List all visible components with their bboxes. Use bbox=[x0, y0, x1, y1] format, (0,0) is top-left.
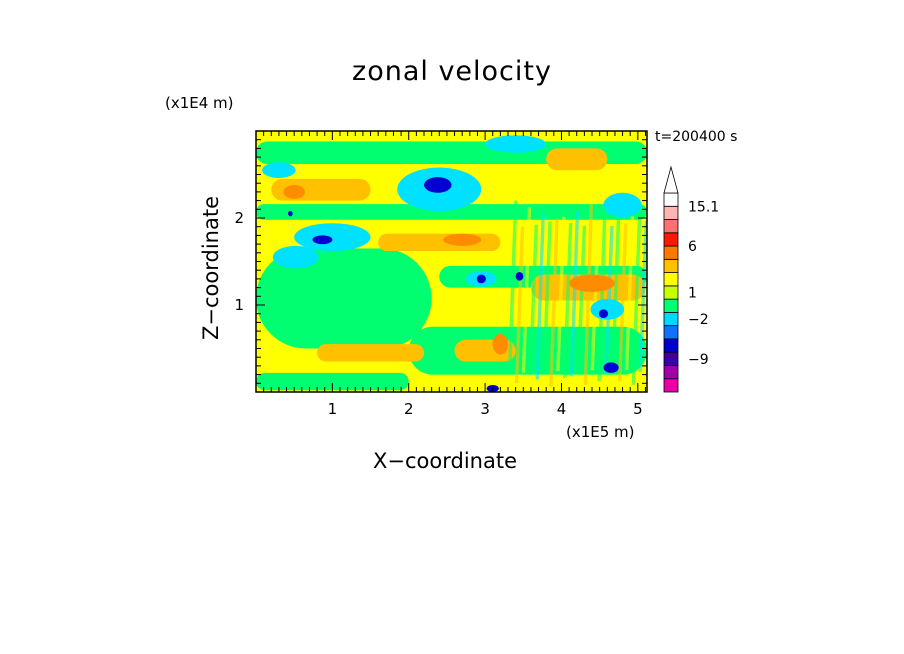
x-tick-label: 2 bbox=[404, 400, 414, 418]
contour-cell-dark_blue bbox=[288, 211, 293, 217]
contour-streak bbox=[631, 219, 642, 385]
axis-ticks: 1 2 3 4 5 1 2 bbox=[234, 131, 647, 418]
contour-streak bbox=[597, 203, 607, 382]
contour-streak bbox=[542, 221, 552, 371]
colorbar-segment bbox=[663, 351, 679, 366]
contour-streak bbox=[576, 225, 587, 372]
contour-streak bbox=[508, 200, 518, 371]
contour-band-green bbox=[256, 248, 432, 349]
contour-band-green bbox=[256, 204, 647, 220]
contour-cell-cyan bbox=[603, 192, 642, 218]
colorbar-segment bbox=[663, 258, 679, 274]
contour-band-green bbox=[256, 372, 409, 391]
contour-cell-cyan bbox=[485, 135, 547, 153]
contour-band-orange bbox=[546, 148, 608, 171]
y-tick-label: 2 bbox=[234, 209, 244, 227]
colorbar-segment bbox=[663, 325, 679, 340]
x-tick-label: 3 bbox=[480, 400, 490, 418]
contour-cell-dark_blue bbox=[598, 309, 609, 319]
contour-streak bbox=[535, 213, 545, 380]
contour-streak bbox=[624, 215, 635, 371]
y-axis-label: Z−coordinate bbox=[199, 196, 223, 340]
contour-cell-cyan bbox=[590, 298, 625, 320]
contour-streak bbox=[583, 204, 594, 385]
contour-cell-dark_orange bbox=[492, 333, 509, 355]
contour-streak bbox=[556, 216, 566, 372]
contour-streak bbox=[611, 209, 621, 374]
colorbar-segment bbox=[663, 232, 679, 247]
contour-cell-cyan bbox=[294, 223, 371, 252]
y-tick-label: 1 bbox=[234, 296, 244, 314]
colorbar-segment bbox=[663, 298, 679, 313]
colorbar-segment bbox=[663, 205, 679, 220]
contour-streak bbox=[521, 207, 532, 373]
colorbar-segment bbox=[663, 285, 679, 300]
colorbar-segment bbox=[663, 338, 679, 353]
colorbar-segment bbox=[663, 311, 679, 327]
contour-band-orange bbox=[317, 344, 425, 362]
colorbar-segment bbox=[663, 219, 679, 234]
contour-cell-dark_orange bbox=[569, 274, 615, 292]
colorbar-label: −9 bbox=[688, 352, 709, 368]
colorbar-label: 15.1 bbox=[688, 199, 719, 215]
contour-cell-cyan bbox=[272, 245, 319, 269]
chart-title: zonal velocity bbox=[352, 56, 552, 87]
colorbar-extend-arrow bbox=[663, 165, 679, 194]
colorbar-label: 6 bbox=[688, 239, 697, 255]
contour-band-orange bbox=[378, 233, 501, 252]
colorbar: 15.1 6 1 −2 −9 bbox=[663, 165, 719, 393]
x-axis-label: X−coordinate bbox=[373, 449, 517, 473]
x-axis-unit: (x1E5 m) bbox=[566, 423, 635, 441]
contour-streak bbox=[569, 210, 580, 377]
contour-streak bbox=[514, 226, 525, 383]
contour-cell-dark_blue bbox=[515, 271, 524, 281]
contour-streak bbox=[617, 223, 628, 382]
colorbar-segment bbox=[663, 272, 679, 287]
contour-streak bbox=[562, 223, 573, 378]
contour-cell-dark_blue bbox=[312, 235, 333, 245]
contour-cell-cyan bbox=[262, 162, 296, 178]
contour-cell-dark_orange bbox=[443, 233, 482, 246]
colorbar-segment bbox=[663, 192, 679, 207]
contour-cell-dark_blue bbox=[424, 177, 452, 193]
contour-field bbox=[256, 135, 647, 392]
x-tick-label: 5 bbox=[633, 400, 643, 418]
colorbar-label: −2 bbox=[688, 312, 709, 328]
contour-streak bbox=[590, 226, 600, 371]
colorbar-label: 1 bbox=[688, 286, 697, 302]
x-tick-label: 4 bbox=[557, 400, 567, 418]
contour-cell-dark_blue bbox=[476, 274, 486, 284]
y-axis-unit: (x1E4 m) bbox=[165, 94, 234, 112]
contour-cell-dark_orange bbox=[283, 184, 305, 199]
x-tick-label: 1 bbox=[328, 400, 338, 418]
contour-streak bbox=[528, 224, 539, 376]
colorbar-segment bbox=[663, 365, 679, 380]
contour-cell-dark_blue bbox=[603, 362, 619, 373]
colorbar-segment bbox=[663, 378, 679, 393]
time-label: t=200400 s bbox=[655, 129, 738, 145]
colorbar-segment bbox=[663, 245, 679, 260]
contour-streak bbox=[549, 218, 559, 387]
